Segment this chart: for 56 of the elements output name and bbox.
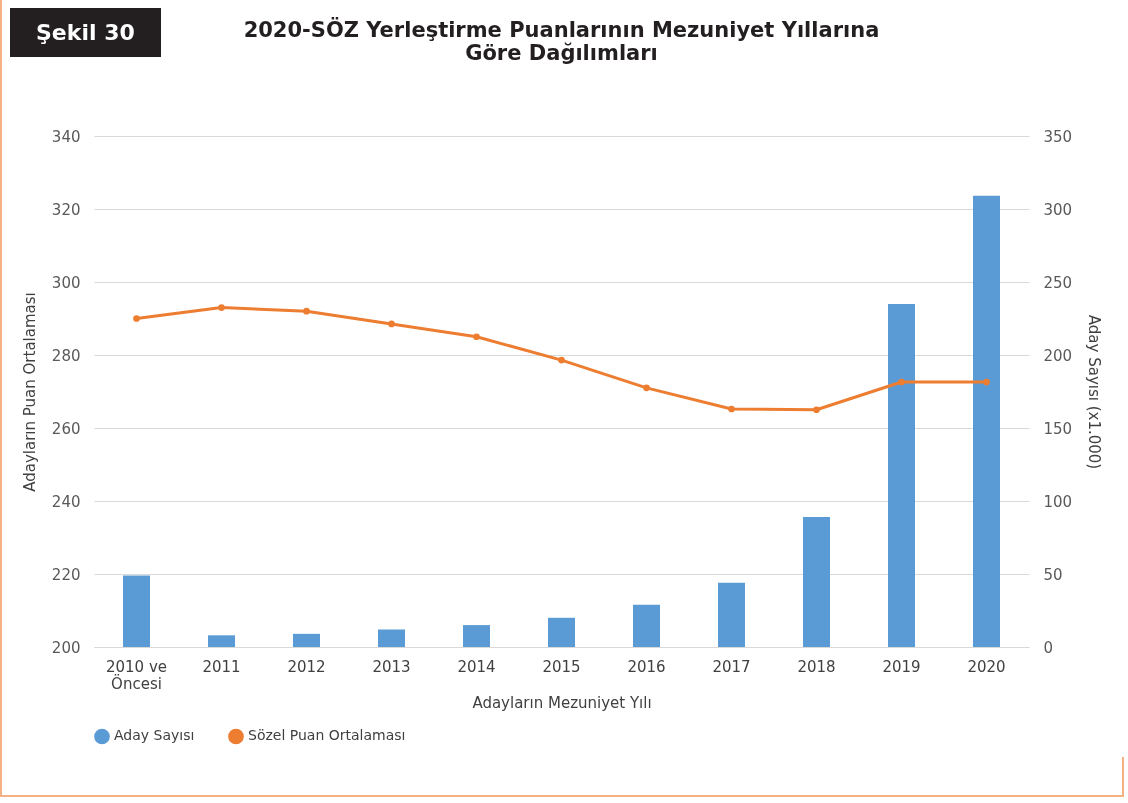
point: [388, 320, 395, 328]
y-tick-label: 200: [51, 638, 81, 657]
y-tick-label: 280: [51, 346, 81, 365]
bar: [293, 633, 320, 647]
y-tick-label: 240: [51, 492, 81, 511]
y2-tick-label: 300: [1043, 200, 1073, 219]
x-tick-label: 2016: [627, 657, 666, 676]
x-tick-label: 2018: [797, 657, 836, 676]
point: [473, 333, 480, 341]
bar: [123, 575, 150, 647]
bar: [548, 617, 575, 647]
bar: [463, 625, 490, 647]
bar: [633, 604, 660, 647]
y-axis-title: Adayların Puan Ortalaması: [20, 292, 39, 492]
bar: [718, 582, 745, 647]
y2-tick-label: 50: [1043, 565, 1063, 584]
x-tick-label: 2011: [202, 657, 241, 676]
y-tick-label: 220: [51, 565, 81, 584]
point: [643, 384, 650, 392]
point: [983, 378, 990, 386]
y2-axis-title: Aday Sayısı (x1.000): [1085, 314, 1104, 470]
bar: [973, 195, 1000, 647]
y-tick-label: 300: [51, 273, 81, 292]
point: [558, 356, 565, 364]
bar: [803, 517, 830, 647]
x-tick-label: 2019: [882, 657, 921, 676]
x-tick-label: 2017: [712, 657, 751, 676]
point: [813, 406, 820, 414]
y2-tick-label: 100: [1043, 492, 1073, 511]
x-tick-label: 2013: [372, 657, 411, 676]
y-tick-label: 320: [51, 200, 81, 219]
legend-label: Aday Sayısı: [114, 727, 195, 744]
text: Şekil 30: [10, 8, 161, 57]
bar: [888, 303, 915, 647]
y-tick-label: 260: [51, 419, 81, 438]
x-tick-label: 2020: [967, 657, 1006, 676]
x-tick-label: 2014: [457, 657, 496, 676]
chart-title: 2020-SÖZ Yerleştirme Puanlarının Mezuniyet Yıllarına Göre Dağılımları: [243, 17, 880, 65]
y2-tick-label: 250: [1043, 273, 1073, 292]
y2-tick-label: 200: [1043, 346, 1073, 365]
y2-tick-label: 0: [1043, 638, 1054, 657]
y-tick-label: 340: [51, 127, 81, 146]
y2-tick-label: 350: [1043, 127, 1073, 146]
bar: [208, 635, 235, 647]
legend-label: Sözel Puan Ortalaması: [248, 727, 406, 744]
y2-tick-label: 150: [1043, 419, 1073, 438]
point: [303, 307, 310, 315]
x-tick-label: 2010 ve Öncesi: [105, 657, 168, 693]
bar: [378, 629, 405, 647]
point: [133, 315, 140, 322]
x-tick-label: 2012: [287, 657, 326, 676]
x-axis-title: Adayların Mezuniyet Yılı: [472, 693, 652, 712]
point: [898, 378, 905, 386]
point: [728, 405, 735, 413]
x-tick-label: 2015: [542, 657, 581, 676]
point: [218, 304, 225, 311]
